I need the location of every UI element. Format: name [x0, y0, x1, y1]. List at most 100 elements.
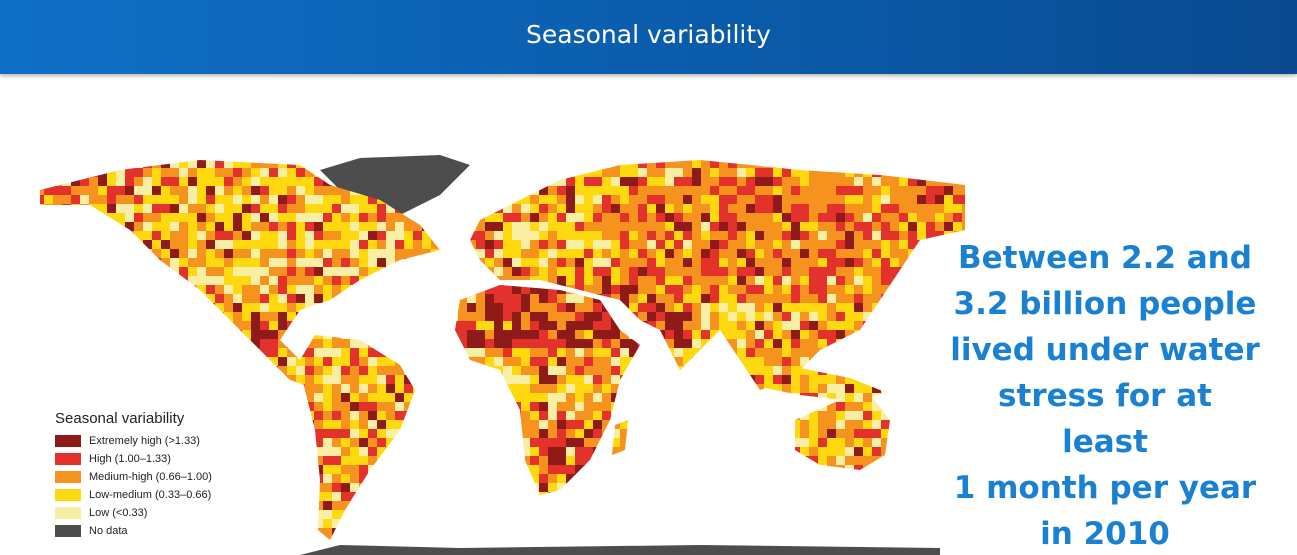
land-cell [80, 195, 90, 205]
land-cell [170, 267, 180, 277]
land-cell [683, 195, 693, 205]
land-cell [476, 357, 486, 367]
land-cell [485, 330, 495, 340]
land-cell [224, 348, 234, 358]
land-cell [224, 160, 234, 169]
land-cell [440, 285, 450, 295]
legend-title: Seasonal variability [55, 410, 185, 427]
land-cell [161, 177, 171, 187]
land-cell [377, 339, 387, 349]
land-cell [791, 501, 801, 511]
land-cell [71, 546, 81, 555]
land-cell [845, 537, 855, 540]
land-cell [863, 213, 873, 223]
land-cell [287, 321, 297, 331]
land-cell [215, 546, 225, 555]
land-cell [539, 195, 549, 205]
land-cell [521, 402, 531, 412]
land-cell [71, 294, 81, 304]
land-cell [917, 321, 927, 331]
land-cell [242, 186, 252, 196]
land-cell [683, 456, 693, 466]
land-cell [260, 456, 270, 466]
land-cell [872, 204, 882, 214]
land-cell [422, 384, 432, 394]
land-cell [701, 510, 711, 520]
land-cell [224, 438, 234, 448]
land-cell [710, 213, 720, 223]
land-cell [890, 456, 900, 466]
land-cell [818, 402, 828, 412]
land-cell [53, 312, 63, 322]
land-cell [296, 160, 306, 169]
land-cell [548, 537, 558, 540]
land-cell [107, 168, 117, 178]
land-cell [485, 402, 495, 412]
land-cell [71, 348, 81, 358]
land-cell [953, 195, 963, 205]
land-cell [98, 231, 108, 241]
land-cell [467, 330, 477, 340]
land-cell [557, 312, 567, 322]
land-cell [422, 447, 432, 457]
land-cell [737, 537, 747, 540]
land-cell [161, 276, 171, 286]
land-cell [665, 528, 675, 538]
land-cell [80, 177, 90, 187]
land-cell [341, 195, 351, 205]
land-cell [863, 294, 873, 304]
land-cell [620, 438, 630, 448]
land-cell [44, 492, 54, 502]
land-cell [746, 231, 756, 241]
land-cell [557, 393, 567, 403]
land-cell [728, 528, 738, 538]
land-cell [467, 528, 477, 538]
land-cell [332, 474, 342, 484]
land-cell [548, 528, 558, 538]
land-cell [233, 222, 243, 232]
land-cell [116, 375, 126, 385]
land-cell [233, 240, 243, 250]
land-cell [305, 474, 315, 484]
land-cell [530, 213, 540, 223]
land-cell [152, 393, 162, 403]
land-cell [125, 222, 135, 232]
land-cell [287, 195, 297, 205]
land-cell [269, 231, 279, 241]
land-cell [872, 528, 882, 538]
land-cell [224, 483, 234, 493]
land-cell [917, 375, 927, 385]
land-cell [404, 267, 414, 277]
land-cell [611, 447, 621, 457]
land-cell [764, 303, 774, 313]
land-cell [503, 303, 513, 313]
land-cell [332, 285, 342, 295]
land-cell [647, 330, 657, 340]
land-cell [35, 546, 45, 555]
land-cell [521, 160, 531, 169]
land-cell [791, 357, 801, 367]
land-cell [314, 330, 324, 340]
land-cell [341, 492, 351, 502]
land-cell [125, 357, 135, 367]
land-cell [413, 447, 423, 457]
land-cell [62, 339, 72, 349]
land-cell [566, 321, 576, 331]
land-cell [494, 483, 504, 493]
land-cell [584, 204, 594, 214]
land-cell [332, 438, 342, 448]
land-cell [863, 231, 873, 241]
land-cell [134, 384, 144, 394]
land-cell [602, 285, 612, 295]
land-cell [440, 204, 450, 214]
land-cell [62, 276, 72, 286]
land-cell [107, 312, 117, 322]
land-cell [521, 294, 531, 304]
land-cell [350, 429, 360, 439]
land-cell [368, 537, 378, 540]
land-cell [296, 465, 306, 475]
land-cell [161, 321, 171, 331]
land-cell [530, 375, 540, 385]
land-cell [413, 267, 423, 277]
land-cell [782, 312, 792, 322]
